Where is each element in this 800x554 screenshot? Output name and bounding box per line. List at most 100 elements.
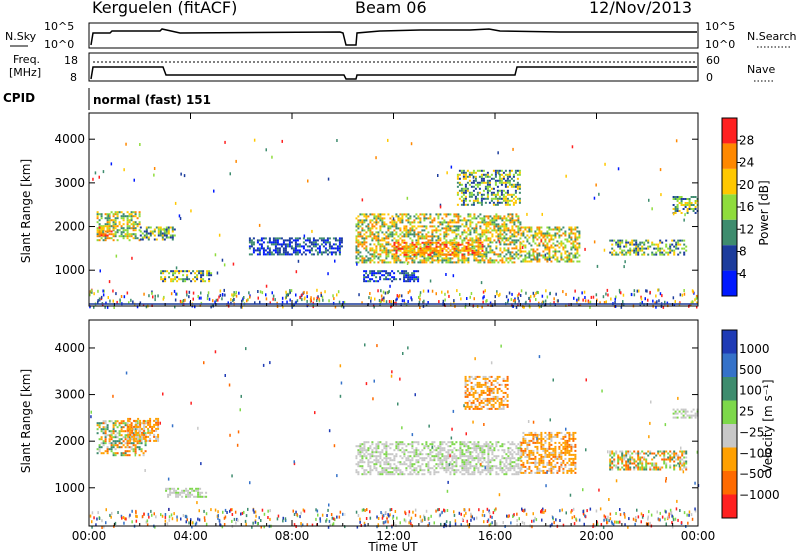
echo-cell <box>481 471 484 474</box>
echo-cell <box>490 191 493 194</box>
echo-cell <box>443 441 446 444</box>
sparse-echo <box>540 239 542 243</box>
echo-cell <box>435 251 438 254</box>
echo-cell <box>488 185 491 188</box>
echo-cell <box>447 259 450 262</box>
echo-cell <box>505 257 508 260</box>
near-range-echo <box>368 296 370 300</box>
near-range-echo <box>379 301 381 304</box>
near-range-echo <box>590 295 593 299</box>
echo-cell <box>484 383 487 386</box>
echo-cell <box>540 226 543 229</box>
echo-cell <box>373 467 376 470</box>
echo-cell <box>635 241 638 244</box>
echo-cell <box>338 253 341 256</box>
echo-cell <box>411 225 414 228</box>
echo-cell <box>417 253 420 256</box>
echo-cell <box>516 183 519 186</box>
echo-cell <box>483 459 486 462</box>
echo-cell <box>617 245 620 248</box>
echo-cell <box>120 211 123 214</box>
echo-cell <box>513 241 516 244</box>
near-range-echo <box>211 303 214 307</box>
echo-cell <box>457 457 460 460</box>
echo-cell <box>522 471 525 474</box>
echo-cell <box>122 420 125 423</box>
echo-cell <box>562 246 565 249</box>
near-range-echo <box>247 298 249 302</box>
echo-cell <box>363 449 366 452</box>
echo-cell <box>455 461 458 464</box>
near-range-echo <box>210 305 212 309</box>
echo-cell <box>554 236 557 239</box>
nave-label: Nave <box>747 63 775 76</box>
echo-cell <box>482 389 485 392</box>
echo-cell <box>401 441 404 444</box>
echo-cell <box>423 213 426 216</box>
echo-cell <box>481 253 484 256</box>
echo-cell <box>511 229 514 232</box>
echo-cell <box>361 227 364 230</box>
echo-cell <box>334 243 337 246</box>
echo-cell <box>469 237 472 240</box>
echo-cell <box>476 405 479 408</box>
echo-cell <box>139 439 142 442</box>
echo-cell <box>363 257 366 260</box>
echo-cell <box>481 229 484 232</box>
near-range-echo <box>243 296 245 299</box>
echo-cell <box>619 243 622 246</box>
near-range-echo <box>419 297 421 301</box>
echo-cell <box>403 451 406 454</box>
echo-cell <box>463 225 466 228</box>
echo-cell <box>379 255 382 258</box>
echo-cell <box>373 221 376 224</box>
echo-cell <box>369 229 372 232</box>
echo-cell <box>476 201 479 204</box>
echo-cell <box>415 233 418 236</box>
echo-cell <box>490 407 493 410</box>
echo-cell <box>468 377 471 380</box>
echo-cell <box>486 189 489 192</box>
echo-cell <box>467 229 470 232</box>
near-range-echo <box>116 300 118 304</box>
echo-cell <box>393 241 396 244</box>
echo-cell <box>490 193 493 196</box>
echo-cell <box>688 198 691 200</box>
echo-cell <box>371 461 374 464</box>
echo-cell <box>332 237 335 240</box>
echo-cell <box>499 243 502 246</box>
echo-cell <box>126 229 129 232</box>
echo-cell <box>425 225 428 228</box>
echo-cell <box>479 213 482 216</box>
echo-cell <box>496 381 499 384</box>
echo-cell <box>330 251 333 254</box>
echo-cell <box>469 451 472 454</box>
echo-cell <box>528 455 531 458</box>
echo-cell <box>274 243 277 246</box>
echo-cell <box>517 231 520 234</box>
echo-cell <box>385 223 388 226</box>
echo-cell <box>373 253 376 256</box>
echo-cell <box>472 201 475 204</box>
echo-cell <box>435 249 438 252</box>
echo-cell <box>138 213 141 216</box>
echo-cell <box>503 229 506 232</box>
echo-cell <box>112 227 115 230</box>
echo-cell <box>399 449 402 452</box>
echo-cell <box>296 237 299 240</box>
echo-cell <box>385 441 388 444</box>
echo-cell <box>411 253 414 256</box>
echo-cell <box>393 259 396 262</box>
echo-cell <box>485 235 488 238</box>
sparse-echo <box>139 143 141 146</box>
echo-cell <box>98 226 101 229</box>
echo-cell <box>470 389 473 392</box>
echo-cell <box>122 219 125 222</box>
echo-cell <box>365 473 368 476</box>
echo-cell <box>403 229 406 232</box>
echo-cell <box>395 465 398 468</box>
echo-cell <box>473 245 476 248</box>
echo-cell <box>355 247 358 250</box>
echo-cell <box>437 255 440 258</box>
echo-cell <box>427 255 430 258</box>
